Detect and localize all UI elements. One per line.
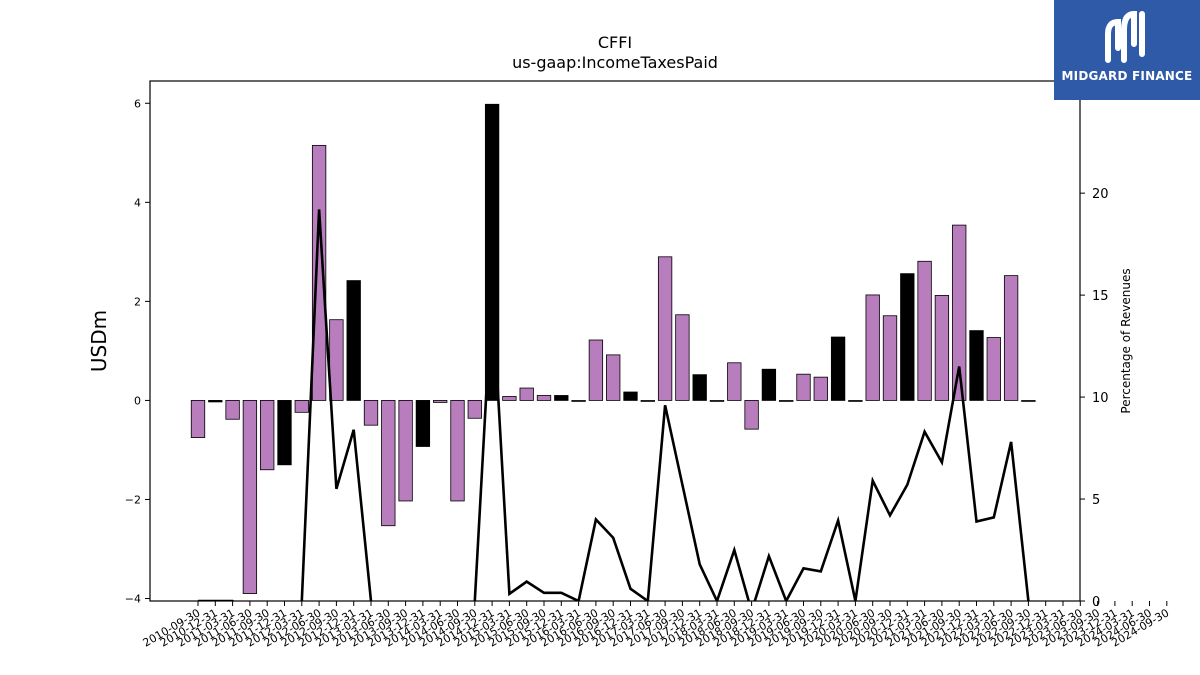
bar-2021-12-31 — [969, 330, 984, 401]
bar-2015-09-30 — [536, 395, 552, 401]
bar-2016-03-31 — [571, 400, 586, 402]
bar-2014-09-30 — [467, 400, 482, 419]
bar-2020-03-31 — [848, 400, 863, 402]
bar-2016-09-30 — [606, 354, 621, 401]
x-axis: 2010-09-302010-12-312011-03-312011-06-30… — [141, 601, 1171, 650]
bar-2012-03-31 — [294, 400, 309, 413]
bar-2015-12-31 — [554, 395, 569, 401]
bar-2015-06-30 — [519, 387, 534, 401]
bar-2019-03-31 — [779, 400, 794, 402]
bar-2020-09-30 — [882, 315, 898, 401]
bar-2017-09-30 — [675, 314, 690, 401]
bar-2022-09-30 — [1021, 400, 1036, 402]
bar-2011-03-31 — [225, 400, 240, 420]
bar-2014-06-30 — [450, 400, 465, 502]
y-tick-label: 2 — [134, 295, 141, 308]
bar-2016-12-31 — [623, 391, 638, 401]
bar-2021-06-30 — [934, 295, 950, 401]
bar-2013-12-31 — [415, 400, 431, 447]
bar-2021-09-30 — [952, 224, 967, 401]
bar-2011-12-31 — [277, 400, 292, 466]
bar-2017-12-31 — [692, 374, 707, 401]
bar-2013-03-31 — [363, 400, 379, 426]
bar-2017-06-30 — [657, 256, 673, 401]
bar-2018-03-31 — [709, 400, 725, 402]
y2-tick-label: 10 — [1092, 391, 1109, 406]
bar-2019-09-30 — [813, 376, 828, 401]
line-layer — [198, 209, 1030, 601]
y2-tick-label: 15 — [1092, 289, 1109, 304]
bar-2018-12-31 — [761, 368, 777, 401]
chart-subtitle: us-gaap:IncomeTaxesPaid — [512, 53, 718, 72]
bar-2016-06-30 — [588, 339, 604, 401]
bar-2017-03-31 — [640, 400, 655, 402]
y-tick-label: −2 — [125, 493, 141, 506]
bar-2013-09-30 — [398, 400, 413, 502]
y2-axis-label: Percentage of Revenues — [1119, 268, 1133, 413]
logo-text: MIDGARD FINANCE — [1061, 69, 1193, 83]
bar-2020-12-31 — [900, 273, 915, 401]
left-axis: −4 −2 0 2 4 6 — [125, 97, 150, 606]
bars-layer — [190, 103, 1036, 594]
bar-2018-06-30 — [727, 362, 742, 401]
bar-2010-09-30 — [190, 400, 206, 438]
bar-2014-03-31 — [433, 400, 448, 403]
right-axis: 0 5 10 15 20 — [1080, 187, 1109, 610]
bar-2012-09-30 — [329, 319, 344, 401]
y2-tick-label: 0 — [1092, 595, 1100, 610]
y2-tick-label: 20 — [1092, 187, 1109, 202]
y2-tick-label: 5 — [1092, 493, 1100, 508]
y-tick-label: 0 — [134, 394, 141, 407]
bar-2019-06-30 — [796, 373, 811, 401]
y-tick-label: 6 — [134, 97, 141, 110]
y-tick-label: 4 — [134, 196, 141, 209]
bar-2022-06-30 — [1003, 275, 1019, 401]
bar-2019-12-31 — [830, 336, 846, 401]
bar-2012-06-30 — [311, 144, 327, 401]
bar-2013-06-30 — [381, 400, 396, 527]
revenue-percentage-line — [198, 209, 1030, 601]
midgard-logo-icon — [1105, 10, 1145, 63]
bar-2020-06-30 — [865, 294, 880, 401]
y-axis-label: USDm — [87, 310, 111, 372]
bar-2011-06-30 — [242, 400, 258, 594]
bar-2010-12-31 — [208, 400, 223, 403]
bar-2012-12-31 — [346, 280, 361, 401]
chart-title: CFFI — [598, 33, 632, 52]
bar-2021-03-31 — [917, 260, 932, 401]
plot-frame — [149, 80, 1081, 602]
bar-2022-03-31 — [986, 337, 1001, 401]
bar-2015-03-31 — [502, 396, 517, 401]
bar-2011-09-30 — [260, 400, 275, 471]
bar-2018-09-30 — [744, 400, 759, 430]
brand-logo: MIDGARD FINANCE — [1054, 0, 1200, 100]
y-tick-label: −4 — [125, 593, 141, 606]
